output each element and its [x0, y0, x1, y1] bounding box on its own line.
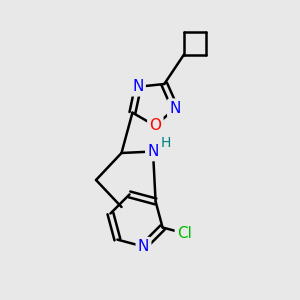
Text: Cl: Cl — [177, 226, 192, 241]
Text: O: O — [149, 118, 161, 134]
Text: N: N — [138, 239, 149, 254]
Text: N: N — [132, 79, 144, 94]
Text: N: N — [169, 101, 181, 116]
Text: H: H — [160, 136, 171, 150]
Text: N: N — [147, 144, 159, 159]
